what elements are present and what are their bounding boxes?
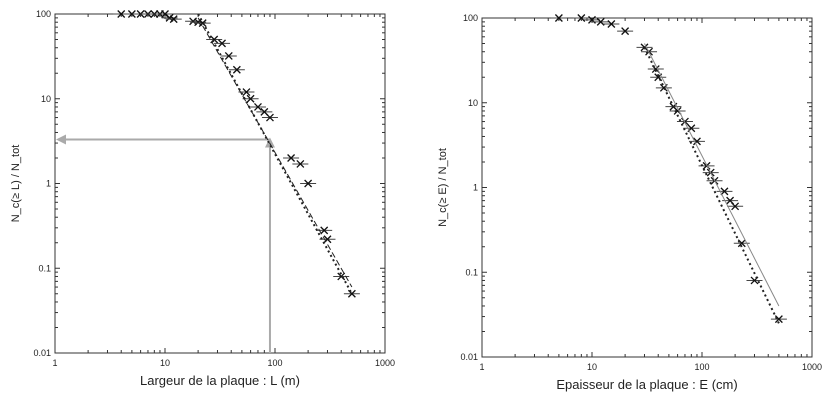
data-point: [283, 154, 300, 162]
x-tick-label: 10: [160, 358, 170, 368]
x-marker: [320, 226, 329, 235]
x-axis-title: Epaisseur de la plaque : E (cm): [556, 377, 737, 392]
vertical-arrow-head: [264, 137, 275, 148]
data-point: [214, 39, 231, 48]
data-point: [550, 14, 567, 22]
data-point: [592, 17, 609, 26]
x-marker: [218, 39, 226, 48]
data-point: [316, 226, 333, 235]
data-series: [550, 14, 787, 324]
data-point: [249, 103, 266, 111]
x-axis-title: Largeur de la plaque : L (m): [140, 373, 300, 388]
chart-right: 1 10 100 1000 0.01 0.1 1 10 100 Epaisseur de la p…: [437, 13, 822, 392]
x-marker: [117, 10, 126, 18]
data-point: [300, 179, 317, 188]
x-marker: [304, 179, 313, 188]
x-tick-label: 10: [587, 362, 597, 372]
x-tick-label: 1000: [375, 358, 395, 368]
y-axis-title: N_c(≥ E) / N_tot: [437, 148, 449, 227]
data-point: [292, 160, 309, 168]
y-tick-label: 1: [473, 183, 478, 193]
x-marker: [337, 272, 346, 281]
x-marker: [323, 235, 332, 244]
data-point: [698, 161, 715, 170]
data-point: [319, 235, 336, 244]
plot-frame: [54, 13, 386, 354]
x-marker: [242, 88, 251, 96]
y-tick-label: 0.01: [33, 348, 51, 358]
y-tick-label: 0.1: [38, 263, 51, 273]
y-tick-label: 0.1: [465, 267, 478, 277]
x-marker: [720, 187, 729, 196]
data-point: [617, 27, 634, 36]
x-tick-label: 100: [694, 362, 709, 372]
y-tick-label: 10: [41, 94, 51, 104]
x-tick-label: 100: [267, 358, 282, 368]
x-marker: [731, 202, 740, 211]
fit-line-dashed-fit: [197, 17, 353, 288]
x-tick-label: 1000: [802, 362, 822, 372]
data-point: [683, 124, 700, 133]
data-point: [261, 113, 278, 122]
x-marker: [169, 15, 178, 24]
x-marker: [296, 160, 305, 168]
data-point: [688, 137, 705, 146]
data-point: [256, 107, 273, 116]
data-point: [238, 88, 255, 96]
data-point: [727, 202, 744, 211]
data-point: [746, 276, 763, 285]
data-point: [573, 14, 590, 22]
data-point: [716, 187, 733, 196]
x-tick-label: 1: [52, 358, 57, 368]
x-marker: [232, 65, 241, 74]
fit-line-solid-fit: [644, 43, 780, 307]
x-marker: [266, 113, 274, 122]
data-point: [228, 65, 245, 74]
data-point: [220, 51, 237, 60]
data-point: [655, 83, 672, 92]
y-tick-label: 10: [468, 98, 478, 108]
fit-line-dotted-fit: [643, 46, 780, 324]
x-marker: [607, 20, 616, 28]
fit-line-dotted-fit: [197, 13, 353, 295]
annotation-arrows: [56, 134, 275, 353]
y-axis-title: N_c(≥ L) / N_tot: [10, 145, 22, 223]
x-tick-label: 1: [479, 362, 484, 372]
data-point: [165, 15, 182, 24]
x-marker: [577, 14, 586, 22]
y-tick-label: 0.01: [460, 352, 478, 362]
x-marker: [246, 94, 255, 103]
data-point: [603, 20, 620, 28]
x-marker: [596, 17, 605, 26]
y-tick-label: 1: [46, 179, 51, 189]
x-marker: [621, 27, 630, 36]
y-tick-label: 100: [36, 9, 51, 19]
chart-left: 1 10 100 1000 0.01 0.1 1 10 100 Largeur de la pla…: [10, 9, 395, 388]
plot-frame: [481, 17, 813, 358]
horizontal-arrow-head: [56, 134, 66, 145]
data-series: [113, 10, 360, 298]
x-marker: [254, 103, 262, 111]
x-marker: [693, 137, 701, 146]
x-marker: [287, 154, 296, 162]
y-tick-label: 100: [463, 13, 478, 23]
data-point: [333, 272, 350, 281]
x-marker: [224, 51, 233, 60]
x-marker: [554, 14, 563, 22]
x-marker: [127, 10, 136, 18]
